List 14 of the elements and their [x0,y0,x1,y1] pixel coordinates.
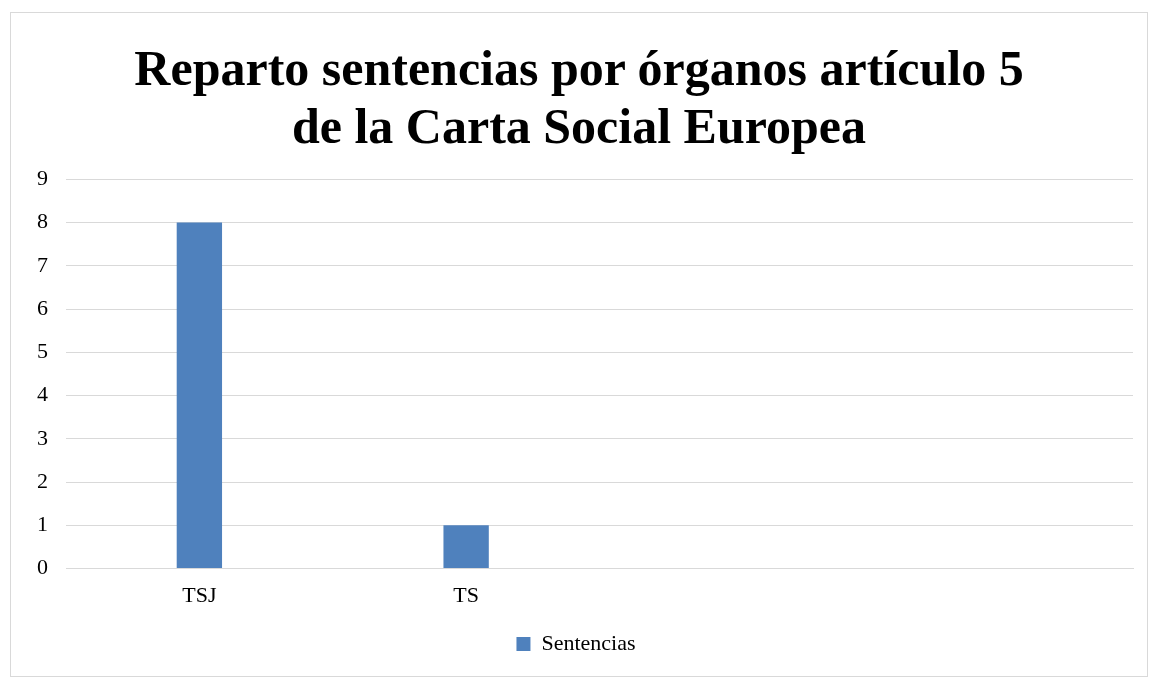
y-tick-label: 5 [37,338,48,364]
y-tick-label: 3 [37,424,48,450]
y-tick-label: 8 [37,208,48,234]
y-tick-label: 0 [37,554,48,580]
x-tick-label: TS [453,581,479,607]
chart-title: Reparto sentencias por órganos artículo 5 de la Carta Social Europea [133,39,1025,155]
y-tick-label: 4 [37,381,48,407]
y-tick-label: 1 [37,511,48,537]
x-tick-label: TSJ [182,581,217,607]
y-tick-label: 6 [37,294,48,320]
y-tick-label: 7 [37,251,48,277]
y-tick-label: 2 [37,467,48,493]
y-tick-label: 9 [37,164,48,190]
legend-label: Sentencias [541,629,636,655]
